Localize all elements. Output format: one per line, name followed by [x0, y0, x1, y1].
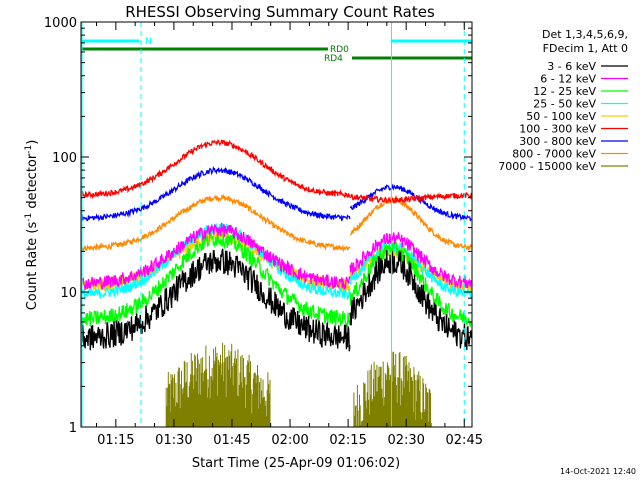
y-axis-label-sup2: -1: [24, 145, 34, 154]
series-line: [349, 183, 472, 222]
series-bars: [353, 351, 432, 427]
x-tick-label: 02:15: [329, 433, 366, 448]
x-tick-label: 01:45: [213, 433, 250, 448]
legend-entry-label: 100 - 300 keV: [519, 123, 596, 136]
series-300-800keV: [80, 165, 472, 222]
x-tick-label: 01:30: [155, 433, 192, 448]
legend-entry-label: 25 - 50 keV: [533, 98, 596, 111]
y-axis-label: Count Rate (s-1 detector-1): [24, 140, 40, 311]
series-line: [349, 231, 473, 289]
series-line: [80, 165, 351, 222]
series-7000-15000keV: [165, 342, 432, 427]
series-line: [80, 230, 351, 328]
series-line: [80, 193, 351, 253]
y-axis-label-mid: detector: [25, 153, 40, 213]
n-label: N: [145, 37, 152, 47]
y-axis-label-end: ): [25, 140, 40, 145]
y-axis-label-main: Count Rate (s: [25, 222, 40, 311]
y-tick-label: 100: [52, 151, 77, 166]
series-6-12keV: [80, 222, 473, 291]
legend: Det 1,3,4,5,6,9, FDecim 1, Att 0 3 - 6 k…: [498, 28, 628, 173]
series-100-300keV: [80, 139, 473, 204]
series-line: [349, 250, 473, 350]
series-3-6keV: [80, 248, 473, 352]
rd0-label: RD0: [330, 45, 349, 55]
x-tick-label: 02:45: [446, 433, 483, 448]
series-line: [80, 222, 351, 291]
legend-header-1: Det 1,3,4,5,6,9,: [542, 28, 628, 41]
x-axis: 01:15 01:30 01:45 02:00 02:15 02:30 02:45: [95, 22, 483, 448]
legend-entry-label: 3 - 6 keV: [547, 60, 596, 73]
y-axis: 1 10 100 1000: [44, 16, 472, 436]
y-tick-label: 10: [60, 286, 77, 301]
rd4-label: RD4: [324, 54, 343, 64]
chart-title: RHESSI Observing Summary Count Rates: [125, 3, 435, 21]
series-800-7000keV: [80, 193, 473, 253]
legend-entry-label: 7000 - 15000 keV: [498, 160, 596, 173]
plot-frame: [80, 21, 473, 428]
y-tick-label: 1000: [44, 16, 77, 31]
y-tick-label: 1: [69, 421, 77, 436]
x-tick-label: 02:30: [387, 433, 424, 448]
legend-header-2: FDecim 1, Att 0: [543, 42, 628, 55]
legend-entry-label: 300 - 800 keV: [519, 135, 596, 148]
footer-timestamp: 14-Oct-2021 12:40: [560, 467, 636, 476]
series-line: [349, 192, 473, 204]
legend-entry-label: 6 - 12 keV: [540, 73, 596, 86]
legend-entry-label: 12 - 25 keV: [533, 85, 596, 98]
series-bars: [165, 342, 271, 427]
x-tick-label: 02:00: [271, 433, 308, 448]
series-line: [80, 248, 351, 352]
legend-entry-label: 50 - 100 keV: [526, 110, 596, 123]
y-axis-label-sup1: -1: [24, 213, 34, 222]
series-line: [80, 139, 351, 200]
series-line: [349, 196, 473, 251]
x-axis-label: Start Time (25-Apr-09 01:06:02): [192, 456, 400, 471]
x-tick-label: 01:15: [97, 433, 134, 448]
legend-entry-label: 800 - 7000 keV: [512, 148, 596, 161]
